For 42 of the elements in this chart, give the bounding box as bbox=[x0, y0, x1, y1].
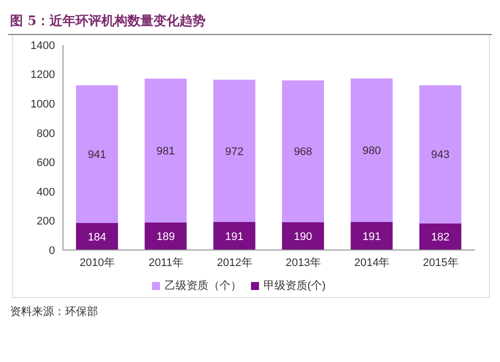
bar bbox=[144, 78, 187, 222]
chart-title: 图 5：近年环评机构数量变化趋势 bbox=[8, 8, 492, 35]
data-label: 190 bbox=[294, 230, 312, 243]
x-tick-label: 2011年 bbox=[148, 256, 184, 269]
y-tick-label: 400 bbox=[36, 186, 55, 198]
data-label: 189 bbox=[156, 231, 175, 244]
bar bbox=[419, 223, 462, 250]
data-label: 191 bbox=[225, 230, 244, 243]
bar bbox=[76, 223, 118, 250]
x-tick-label: 2015年 bbox=[422, 256, 458, 269]
y-tick-label: 1000 bbox=[30, 98, 55, 110]
bar bbox=[213, 80, 256, 222]
bar bbox=[282, 80, 324, 222]
bar bbox=[350, 222, 393, 250]
bar bbox=[282, 222, 324, 250]
y-tick-label: 600 bbox=[36, 157, 55, 170]
legend-label: 甲级资质(个) bbox=[263, 280, 326, 292]
y-tick-label: 800 bbox=[36, 128, 55, 140]
data-label: 191 bbox=[362, 230, 381, 243]
y-tick-label: 1200 bbox=[30, 69, 55, 82]
data-label: 968 bbox=[294, 146, 312, 158]
bar bbox=[350, 78, 393, 222]
x-tick-label: 2013年 bbox=[286, 256, 322, 269]
bar bbox=[213, 222, 256, 250]
y-tick-label: 1400 bbox=[30, 40, 55, 52]
y-tick-label: 200 bbox=[36, 216, 55, 228]
bar bbox=[76, 85, 118, 224]
data-label: 980 bbox=[362, 145, 381, 158]
data-label: 943 bbox=[431, 149, 450, 162]
x-tick-label: 2010年 bbox=[80, 256, 116, 269]
x-tick-label: 2014年 bbox=[354, 256, 390, 269]
y-tick-label: 0 bbox=[48, 244, 55, 257]
data-label: 981 bbox=[156, 145, 175, 158]
x-tick-label: 2012年 bbox=[216, 256, 252, 269]
data-label: 941 bbox=[88, 149, 106, 162]
text: 资料来源：环保部 bbox=[10, 304, 99, 319]
data-label: 972 bbox=[225, 146, 244, 158]
data-label: 182 bbox=[431, 232, 450, 244]
bar bbox=[419, 85, 462, 224]
data-label: 184 bbox=[88, 231, 106, 244]
bar bbox=[144, 222, 187, 250]
legend-label: 乙级资质（个） bbox=[164, 280, 242, 292]
